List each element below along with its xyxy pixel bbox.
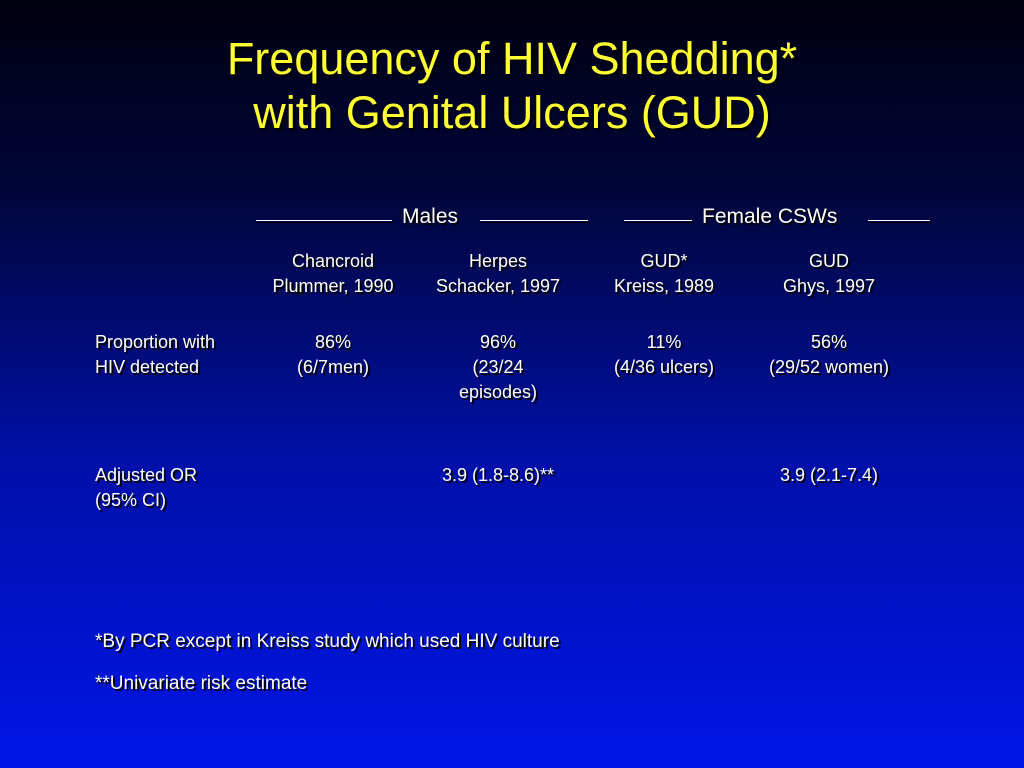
cell-line: (29/52 women) <box>768 357 890 377</box>
column-header-line: GUD <box>809 251 849 271</box>
table-cell-or-gud-ghys: 3.9 (2.1-7.4) <box>779 465 879 485</box>
column-header-line: Chancroid <box>291 251 375 271</box>
females-rule-right <box>868 220 930 221</box>
column-header-line: Plummer, 1990 <box>272 276 394 296</box>
row-label-line: Proportion with <box>95 332 216 352</box>
group-label-males: Males <box>402 205 459 228</box>
column-header-line: Kreiss, 1989 <box>613 276 715 296</box>
table-cell-proportion-herpes: 96% (23/24 episodes) <box>408 330 588 405</box>
column-header-line: Ghys, 1997 <box>782 276 876 296</box>
footnote-pcr: *By PCR except in Kreiss study which use… <box>95 631 560 652</box>
table-cell-or-herpes: 3.9 (1.8-8.6)** <box>441 465 555 485</box>
slide-title: Frequency of HIV Shedding* with Genital … <box>0 32 1024 140</box>
females-rule-left <box>624 220 692 221</box>
row-label-line: HIV detected <box>95 357 200 377</box>
column-header-gud-ghys: GUD Ghys, 1997 <box>739 249 919 299</box>
table-cell-proportion-gud-kreiss: 11% (4/36 ulcers) <box>574 330 754 380</box>
column-header-line: Schacker, 1997 <box>435 276 561 296</box>
column-header-line: Herpes <box>468 251 528 271</box>
row-label-adjusted-or: Adjusted OR (95% CI) <box>95 463 197 513</box>
cell-line: 96% <box>479 332 517 352</box>
table-cell-proportion-gud-ghys: 56% (29/52 women) <box>739 330 919 380</box>
column-header-line: GUD* <box>640 251 688 271</box>
cell-line: 86% <box>314 332 352 352</box>
column-header-gud-kreiss: GUD* Kreiss, 1989 <box>574 249 754 299</box>
males-rule-right <box>480 220 588 221</box>
cell-line: (23/24 <box>472 357 524 377</box>
footnote-univariate: **Univariate risk estimate <box>95 673 308 694</box>
row-label-line: Adjusted OR <box>95 465 198 485</box>
cell-line: 56% <box>810 332 848 352</box>
group-label-female-csws: Female CSWs <box>702 205 838 228</box>
row-label-line: (95% CI) <box>95 490 167 510</box>
table-cell-proportion-chancroid: 86% (6/7men) <box>243 330 423 380</box>
cell-line: 11% <box>646 332 682 352</box>
cell-line: (6/7men) <box>296 357 370 377</box>
column-header-herpes: Herpes Schacker, 1997 <box>408 249 588 299</box>
row-label-proportion: Proportion with HIV detected <box>95 330 215 380</box>
slide-title-line-1: Frequency of HIV Shedding* <box>226 33 798 84</box>
males-rule-left <box>256 220 392 221</box>
cell-line: (4/36 ulcers) <box>613 357 715 377</box>
column-header-chancroid: Chancroid Plummer, 1990 <box>243 249 423 299</box>
cell-line: episodes) <box>458 382 538 402</box>
slide-title-line-2: with Genital Ulcers (GUD) <box>253 87 771 138</box>
